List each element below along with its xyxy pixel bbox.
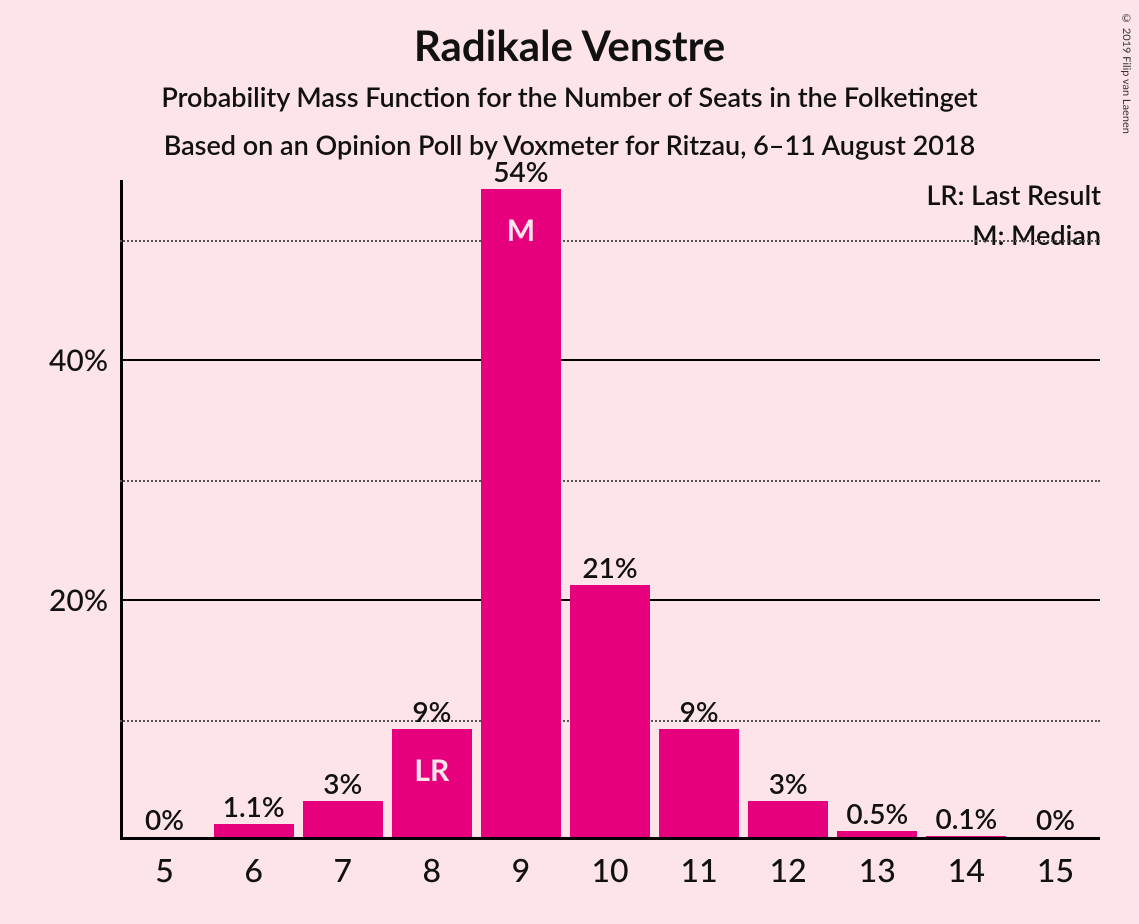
bar xyxy=(748,801,828,837)
x-tick-label: 9 xyxy=(512,850,531,889)
grid-minor-line xyxy=(120,480,1100,482)
bar xyxy=(570,585,650,837)
x-tick-label: 15 xyxy=(1037,850,1074,889)
bar-value-label: 0% xyxy=(145,802,184,836)
bar-annotation: M xyxy=(507,212,535,248)
y-tick-label: 40% xyxy=(49,342,108,378)
bar-value-label: 9% xyxy=(680,694,719,728)
x-tick-label: 13 xyxy=(859,850,896,889)
x-tick-label: 11 xyxy=(681,850,718,889)
x-axis xyxy=(120,837,1100,840)
x-tick-label: 5 xyxy=(155,850,174,889)
bar-value-label: 0.5% xyxy=(846,796,908,830)
bar-annotation: LR xyxy=(414,752,449,788)
x-tick-label: 7 xyxy=(333,850,352,889)
grid-major-line xyxy=(120,359,1100,361)
bar xyxy=(214,824,294,837)
plot-area: 20%40%0%51.1%63%79%LR854%M921%109%113%12… xyxy=(120,180,1100,840)
bar-value-label: 3% xyxy=(323,766,362,800)
y-axis xyxy=(120,180,123,840)
bar-value-label: 9% xyxy=(412,694,451,728)
bar xyxy=(481,189,561,837)
chart-title: Radikale Venstre xyxy=(0,20,1139,70)
x-tick-label: 14 xyxy=(948,850,985,889)
bar xyxy=(659,729,739,837)
grid-minor-line xyxy=(120,240,1100,242)
bar xyxy=(837,831,917,837)
bar-value-label: 54% xyxy=(493,154,548,188)
bar xyxy=(303,801,383,837)
bar-value-label: 1.1% xyxy=(223,789,285,823)
bar-value-label: 0.1% xyxy=(935,801,997,835)
bar-value-label: 3% xyxy=(769,766,808,800)
x-tick-label: 8 xyxy=(423,850,442,889)
bar-value-label: 21% xyxy=(582,550,637,584)
chart-container: Radikale Venstre Probability Mass Functi… xyxy=(0,0,1139,924)
bar xyxy=(926,836,1006,837)
bar-value-label: 0% xyxy=(1036,802,1075,836)
chart-subtitle-1: Probability Mass Function for the Number… xyxy=(0,80,1139,113)
x-tick-label: 12 xyxy=(770,850,807,889)
y-tick-label: 20% xyxy=(49,582,108,618)
chart-subtitle-2: Based on an Opinion Poll by Voxmeter for… xyxy=(0,128,1139,161)
x-tick-label: 10 xyxy=(591,850,628,889)
x-tick-label: 6 xyxy=(244,850,263,889)
